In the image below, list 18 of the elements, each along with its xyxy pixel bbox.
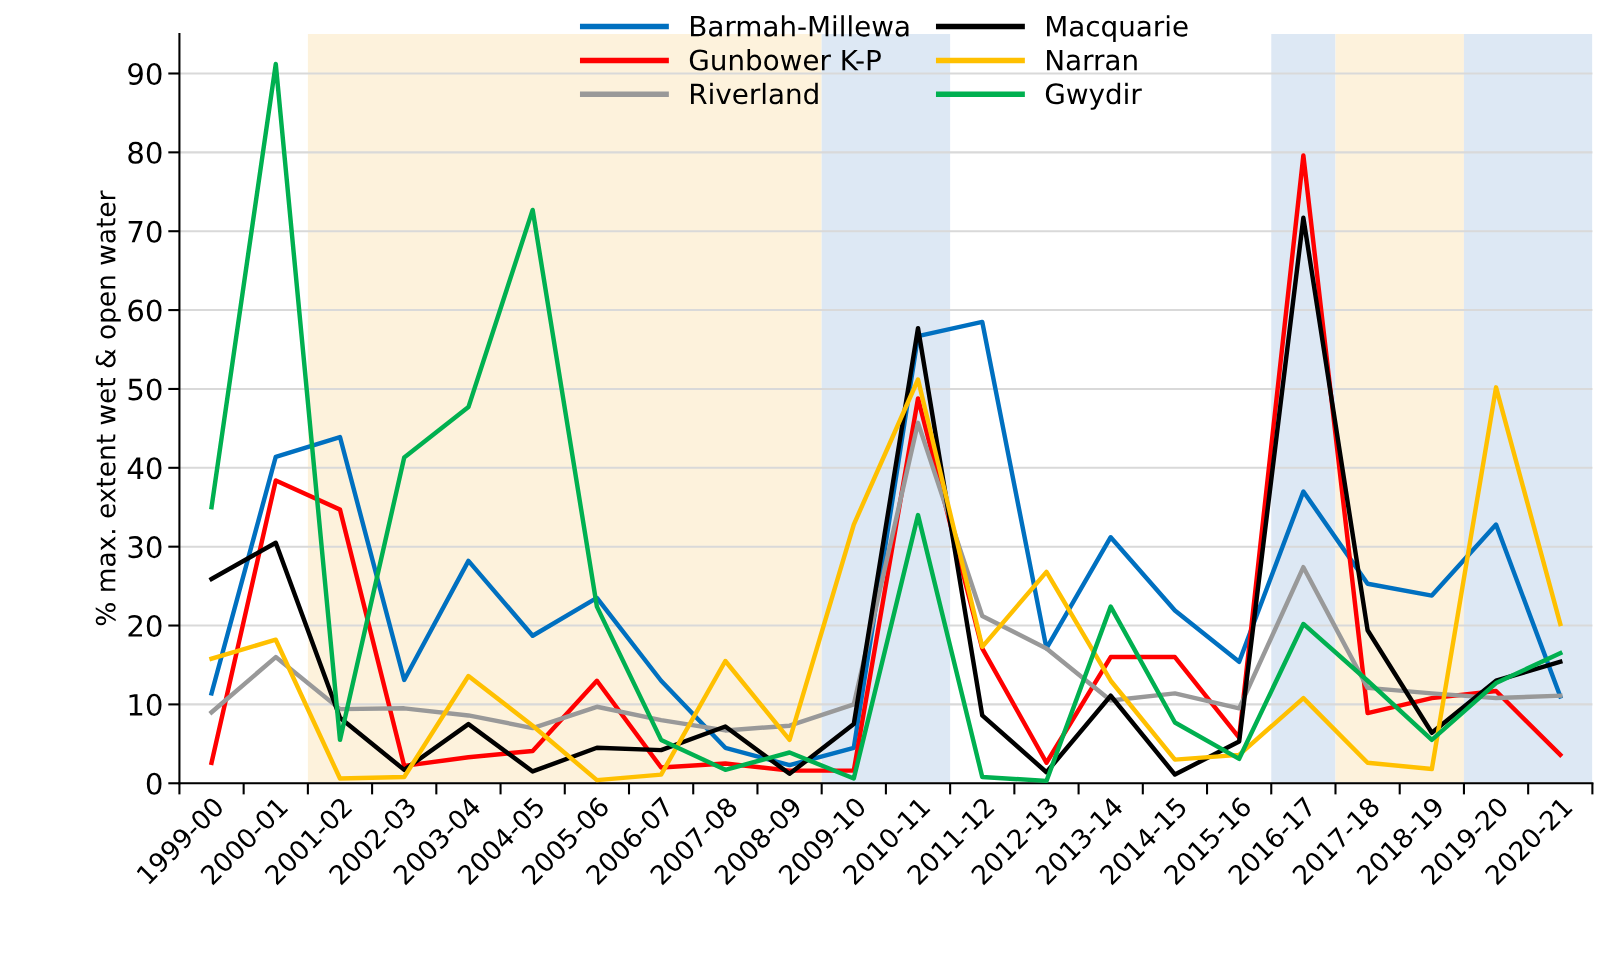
y-tick-label: 70 xyxy=(128,220,162,243)
y-axis-title: % max. extent wet & open water xyxy=(95,190,121,626)
legend-label: Gwydir xyxy=(1045,82,1142,110)
line-series xyxy=(209,377,1563,783)
legend-label: Barmah-Millewa xyxy=(691,15,909,37)
legend-label: Riverland xyxy=(691,82,818,105)
y-tick-label: 20 xyxy=(128,614,162,638)
y-tick-label: 10 xyxy=(129,693,162,716)
y-tick-label: 60 xyxy=(128,299,162,322)
y-tick-label: 30 xyxy=(128,536,162,559)
legend-label: Macquarie xyxy=(1047,15,1188,43)
y-tick-label: 50 xyxy=(128,378,162,401)
y-tick-label: 90 xyxy=(128,62,162,85)
y-tick-label: 0 xyxy=(146,772,162,795)
legend-label: Narran xyxy=(1047,49,1137,71)
y-tick-label: 40 xyxy=(127,457,162,480)
legend-label: Gunbower K-P xyxy=(689,49,881,71)
y-tick-label: 80 xyxy=(128,141,162,164)
